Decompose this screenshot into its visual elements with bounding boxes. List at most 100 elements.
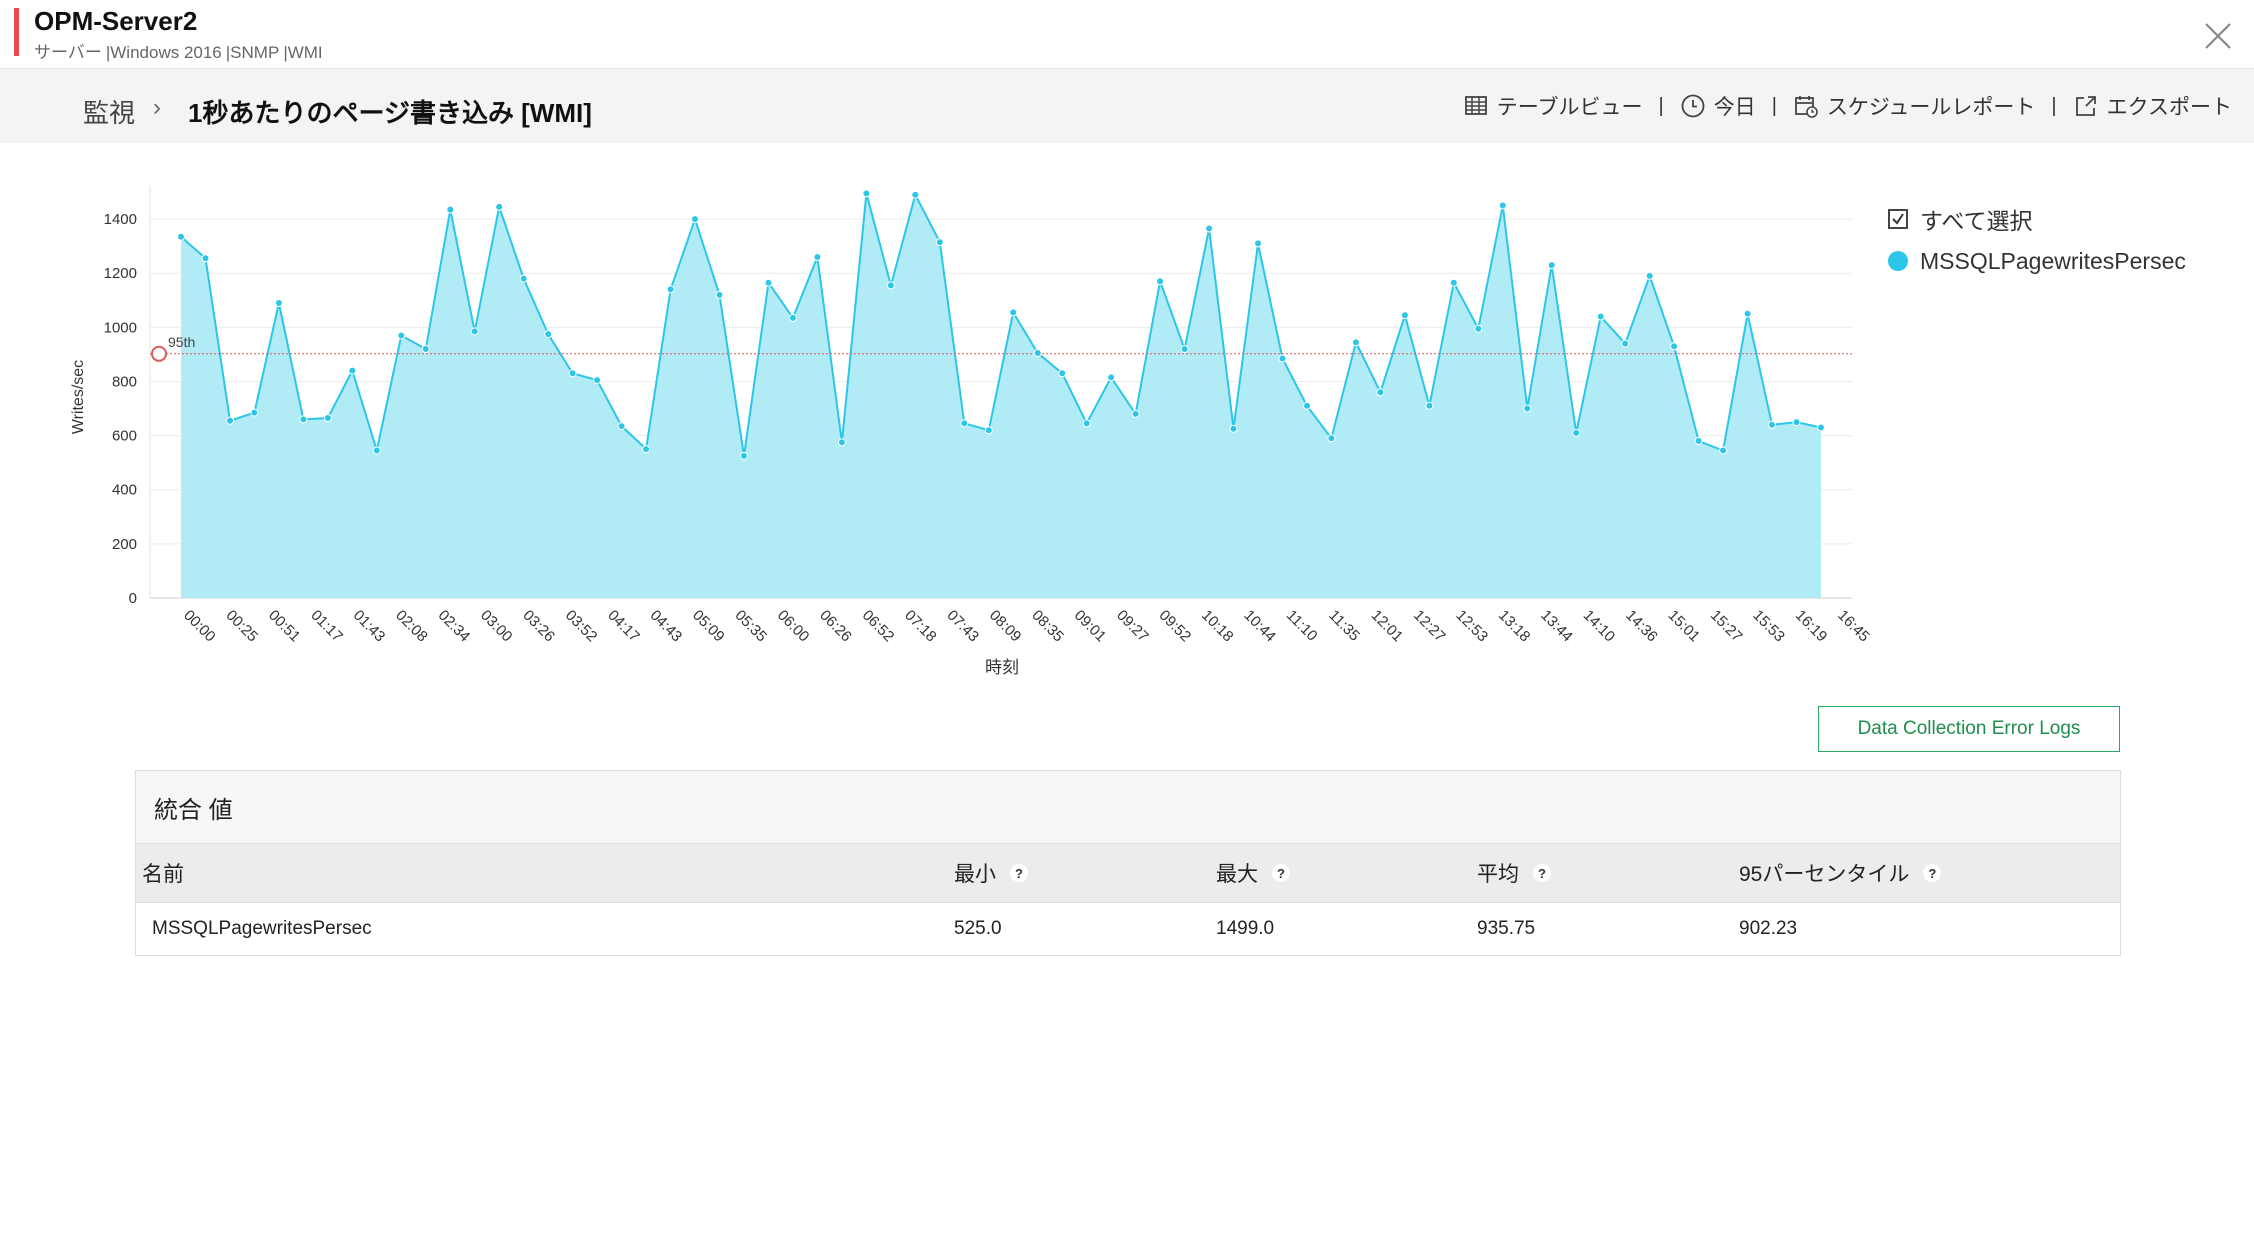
data-point (1817, 423, 1825, 432)
data-point (1645, 271, 1654, 280)
data-point (1449, 278, 1458, 287)
x-tick-label: 11:35 (1325, 607, 1363, 645)
data-point (323, 414, 332, 422)
page-title: 1秒あたりのページ書き込み [WMI] (188, 98, 592, 128)
device-protocol-snmp: |SNMP (225, 43, 280, 62)
x-tick-label: 09:27 (1113, 607, 1152, 646)
data-point (470, 327, 479, 336)
data-point (1278, 354, 1287, 363)
select-all-checkbox[interactable]: すべて選択 (1888, 198, 2186, 240)
data-point (1743, 309, 1752, 318)
data-point (1205, 224, 1214, 233)
table-row: MSSQLPagewritesPersec 525.0 1499.0 935.7… (136, 903, 2120, 955)
data-point (837, 438, 846, 447)
data-point (960, 419, 969, 428)
x-tick-label: 13:18 (1495, 607, 1534, 646)
row-max: 1499.0 (1216, 918, 1275, 939)
data-point (1082, 419, 1091, 428)
data-collection-error-logs-button[interactable]: Data Collection Error Logs (1818, 706, 2120, 752)
export-icon (2075, 96, 2096, 116)
help-icon[interactable]: ? (1533, 864, 1551, 882)
help-icon[interactable]: ? (1010, 864, 1028, 882)
device-title: OPM-Server2 (34, 6, 198, 36)
toolbar-separator: | (1771, 94, 1777, 117)
x-tick-label: 06:00 (774, 607, 813, 646)
table-view-button[interactable]: テーブルビュー (1463, 91, 1642, 121)
header-min: 最小? (954, 844, 1028, 902)
data-point (201, 254, 210, 263)
data-point (1498, 201, 1507, 210)
x-tick-label: 08:09 (986, 607, 1025, 646)
data-point (1719, 446, 1728, 455)
x-tick-label: 16:19 (1792, 607, 1831, 646)
legend-item-series[interactable]: MSSQLPagewritesPersec (1888, 240, 2186, 282)
data-point (1400, 311, 1409, 320)
header-p95: 95パーセンタイル? (1739, 844, 1942, 902)
close-button[interactable] (2200, 18, 2236, 54)
data-point (740, 451, 748, 460)
device-type: サーバー (34, 43, 102, 62)
header-name-label: 名前 (142, 863, 184, 886)
x-tick-label: 05:35 (732, 607, 771, 646)
breadcrumb-monitor[interactable]: 監視 (83, 98, 136, 128)
row-min: 525.0 (954, 918, 1002, 939)
x-tick-label: 12:53 (1452, 607, 1491, 646)
x-tick-label: 04:17 (604, 607, 643, 646)
device-subtitle: サーバー |Windows 2016 |SNMP |WMI (34, 38, 327, 63)
checkbox[interactable] (1888, 209, 1908, 229)
data-point (1523, 404, 1532, 413)
header-min-label: 最小 (954, 863, 996, 886)
data-point (593, 376, 602, 385)
x-tick-label: 00:00 (180, 607, 219, 646)
data-point (715, 290, 724, 299)
y-tick-label: 1400 (104, 211, 137, 228)
close-icon (2205, 23, 2231, 49)
header-p95-label: 95パーセンタイル (1739, 863, 1910, 886)
x-tick-label: 08:35 (1028, 607, 1067, 646)
help-icon[interactable]: ? (1923, 864, 1942, 882)
schedule-report-label: スケジュールレポート (1826, 96, 2036, 119)
data-point (372, 446, 381, 455)
y-tick-label: 200 (112, 536, 137, 553)
y-tick-label: 400 (112, 482, 137, 499)
data-point (1303, 401, 1311, 410)
clock-icon (1681, 94, 1705, 118)
data-point (446, 205, 455, 214)
x-tick-label: 15:27 (1707, 607, 1746, 646)
data-point (813, 253, 822, 261)
data-point (1792, 418, 1801, 427)
checkmark-icon (1892, 213, 1904, 225)
time-period-button[interactable]: 今日 (1680, 91, 1756, 121)
data-point (1009, 308, 1018, 317)
x-tick-label: 10:44 (1240, 607, 1279, 646)
header-max: 最大? (1216, 844, 1290, 902)
x-tick-label: 07:18 (901, 607, 940, 646)
data-point (1107, 373, 1116, 382)
help-icon[interactable]: ? (1272, 864, 1290, 882)
data-point (1229, 424, 1238, 433)
data-point (1670, 342, 1679, 351)
select-all-label: すべて選択 (1920, 208, 2033, 234)
x-tick-label: 06:52 (859, 607, 898, 646)
stats-header-row: 名前 最小? 最大? 平均? 95パーセンタイル? (136, 844, 2120, 903)
x-tick-label: 12:27 (1410, 607, 1449, 646)
data-point (568, 369, 577, 378)
data-point (617, 422, 626, 431)
x-tick-label: 04:43 (647, 607, 686, 646)
export-button[interactable]: エクスポート (2073, 91, 2232, 121)
schedule-report-button[interactable]: スケジュールレポート (1793, 91, 2036, 121)
y-tick-label: 800 (112, 373, 137, 390)
data-point (299, 415, 308, 424)
x-tick-label: 09:52 (1156, 607, 1195, 646)
row-p95: 902.23 (1739, 918, 1798, 939)
x-tick-label: 14:36 (1622, 607, 1661, 646)
data-point (935, 238, 944, 247)
data-point (274, 299, 283, 307)
series-area (181, 193, 1821, 598)
y-tick-label: 600 (112, 428, 137, 445)
data-point (226, 416, 234, 425)
series-line (180, 191, 1822, 457)
data-point (1156, 277, 1165, 286)
data-point (495, 202, 504, 211)
